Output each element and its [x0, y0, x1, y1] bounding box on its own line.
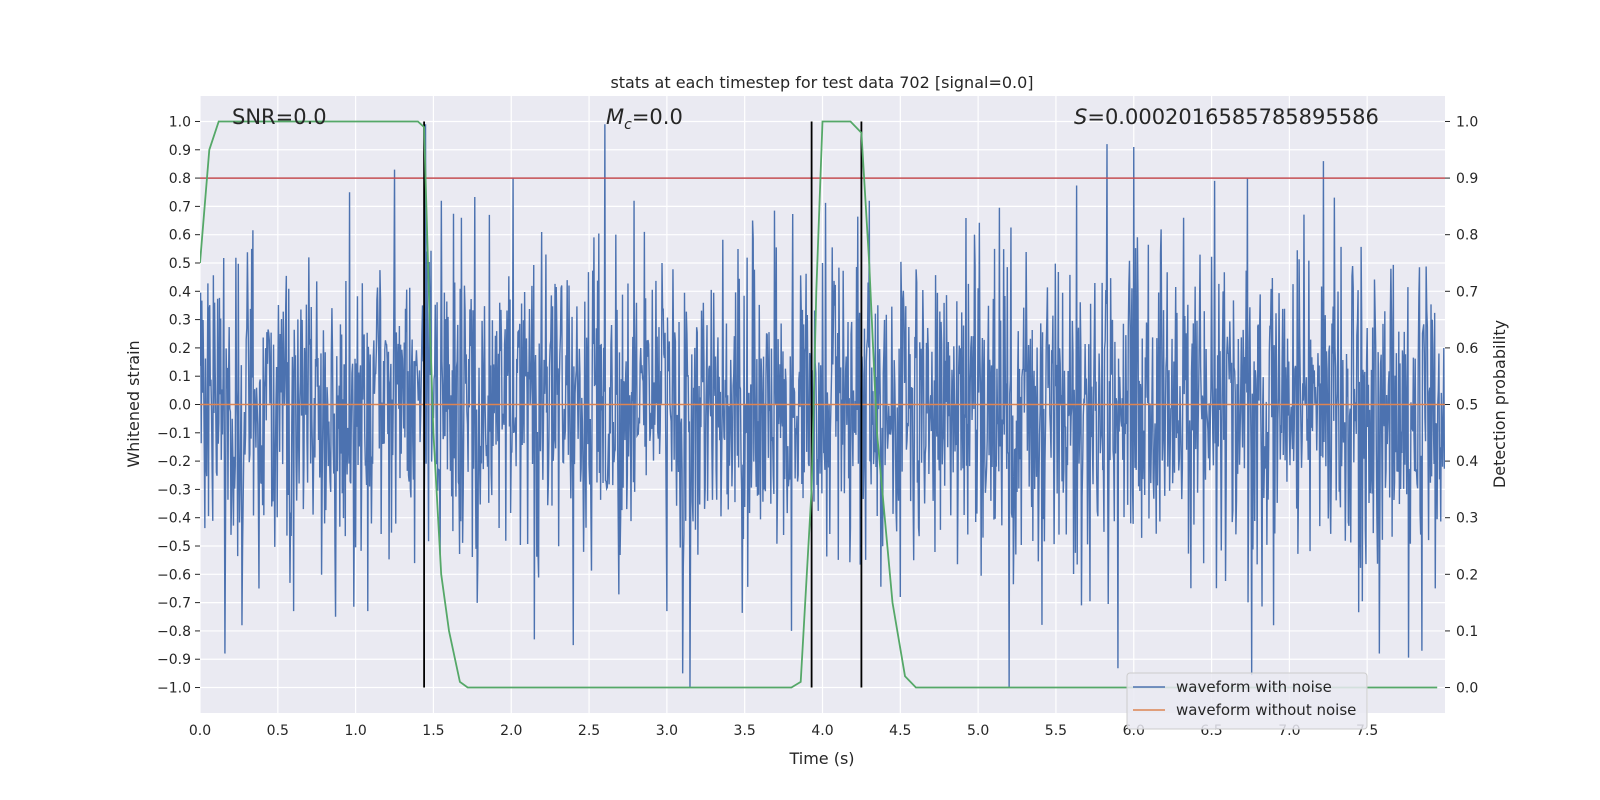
y-tick-label: −0.6 — [157, 567, 191, 583]
y2-tick-label: 1.0 — [1456, 114, 1478, 130]
annotation-score: S=0.0002016585785895586 — [1074, 105, 1379, 129]
x-tick-label: 0.5 — [267, 723, 289, 739]
y-tick-label: 0.4 — [169, 284, 191, 300]
y-tick-label: 0.8 — [169, 171, 191, 187]
y-tick-label: 0.6 — [169, 228, 191, 244]
y-tick-label: 0.5 — [169, 256, 191, 272]
detection-boundaries — [423, 121, 863, 688]
y-tick-label: −0.9 — [157, 652, 191, 668]
x-tick-label: 4.5 — [889, 723, 911, 739]
x-tick-label: 4.0 — [811, 723, 833, 739]
y-tick-label: −0.1 — [157, 426, 191, 442]
y-tick-label: 0.3 — [169, 313, 191, 329]
series-detection-probability — [200, 120, 1438, 689]
x-tick-label: 1.0 — [344, 723, 366, 739]
x-tick-label: 3.0 — [656, 723, 678, 739]
y-tick-label: 0.0 — [169, 398, 191, 414]
y-tick-label: −0.7 — [157, 596, 191, 612]
y2-tick-label: 0.6 — [1456, 341, 1478, 357]
y2-axis-label: Detection probability — [1490, 320, 1509, 488]
legend: waveform with noise waveform without noi… — [1126, 672, 1368, 730]
legend-box — [1126, 672, 1368, 730]
series-waveform-with-noise — [200, 124, 1445, 688]
y-tick-label: −0.8 — [157, 624, 191, 640]
y-tick-label: 1.0 — [169, 114, 191, 130]
annotation-chirp-mass: Mc=0.0 — [606, 105, 683, 133]
y2-axis-ticks: 1.0 0.9 0.8 0.7 0.6 0.5 0.4 0.3 0.2 0.1 0.0 — [1445, 114, 1478, 697]
y2-tick-label: 0.8 — [1456, 228, 1478, 244]
y-axis-ticks: 1.0 0.9 0.8 0.7 0.6 0.5 0.4 0.3 0.2 0.1 0.0 −0.1 −0.… — [157, 114, 200, 697]
x-tick-label: 1.5 — [422, 723, 444, 739]
x-tick-label: 2.0 — [500, 723, 522, 739]
chart-title: stats at each timestep for test data 702… — [610, 73, 1033, 92]
x-axis-label: Time (s) — [788, 749, 854, 768]
annotation-snr: SNR=0.0 — [232, 105, 327, 129]
x-tick-label: 5.0 — [967, 723, 989, 739]
y-tick-label: 0.2 — [169, 341, 191, 357]
y2-tick-label: 0.4 — [1456, 454, 1478, 470]
x-tick-label: 2.5 — [578, 723, 600, 739]
legend-label-waveform-with-noise: waveform with noise — [1176, 678, 1332, 696]
legend-label-waveform-without-noise: waveform without noise — [1176, 701, 1356, 719]
y-tick-label: −1.0 — [157, 681, 191, 697]
y-tick-label: −0.5 — [157, 539, 191, 555]
x-tick-label: 0.0 — [189, 723, 211, 739]
y-tick-label: 0.7 — [169, 199, 191, 215]
y-tick-label: −0.2 — [157, 454, 191, 470]
y2-tick-label: 0.0 — [1456, 681, 1478, 697]
y-tick-label: −0.3 — [157, 482, 191, 498]
x-tick-label: 5.5 — [1045, 723, 1067, 739]
y-tick-label: −0.4 — [157, 511, 191, 527]
y2-tick-label: 0.2 — [1456, 567, 1478, 583]
y2-tick-label: 0.7 — [1456, 284, 1478, 300]
y-tick-label: 0.1 — [169, 369, 191, 385]
x-tick-label: 3.5 — [734, 723, 756, 739]
y2-tick-label: 0.5 — [1456, 398, 1478, 414]
y2-tick-label: 0.3 — [1456, 511, 1478, 527]
y2-tick-label: 0.9 — [1456, 171, 1478, 187]
y-axis-label: Whitened strain — [124, 340, 143, 467]
y2-tick-label: 0.1 — [1456, 624, 1478, 640]
y-tick-label: 0.9 — [169, 143, 191, 159]
